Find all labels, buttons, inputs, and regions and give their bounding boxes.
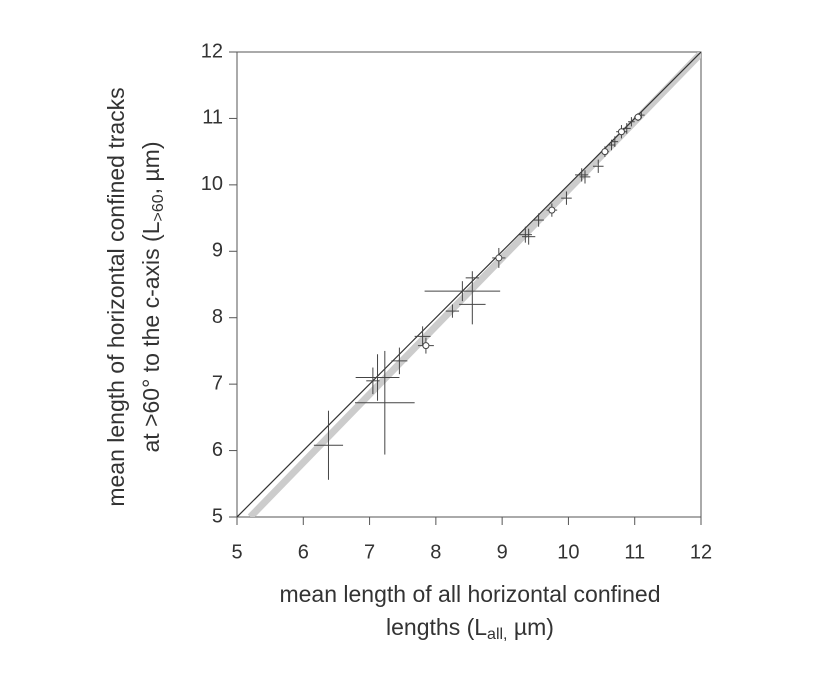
- y-tick-label: 12: [201, 40, 223, 62]
- point: [422, 342, 430, 350]
- x-tick-label: 12: [690, 541, 712, 563]
- point: [634, 113, 642, 121]
- x-axis-label: lengths (Lall, µm): [386, 614, 554, 643]
- x-axis-label-part: lengths (L: [386, 614, 487, 640]
- y-axis-label-part: at >60° to the c-axis (L: [138, 221, 164, 452]
- plot-area: [229, 51, 702, 525]
- y-axis-label-sub: >60: [150, 194, 167, 221]
- y-tick-label: 8: [212, 306, 223, 328]
- x-tick-label: 9: [497, 541, 508, 563]
- x-tick-label: 10: [557, 541, 579, 563]
- y-tick-label: 11: [202, 107, 223, 129]
- y-tick-label: 5: [212, 505, 223, 527]
- y-tick-label: 7: [212, 372, 223, 394]
- y-tick-label: 9: [212, 240, 223, 262]
- point: [617, 128, 625, 136]
- x-axis-label-sub: all,: [487, 626, 507, 643]
- y-axis-label: at >60° to the c-axis (L>60, µm): [138, 141, 167, 452]
- x-tick-label: 5: [231, 541, 242, 563]
- y-tick-label: 6: [212, 439, 223, 461]
- x-axis-label: mean length of all horizontal confined: [279, 581, 660, 607]
- x-tick-label: 7: [364, 541, 375, 563]
- point: [495, 254, 503, 262]
- x-tick-label: 6: [298, 541, 309, 563]
- y-axis-label: mean length of horizontal confined track…: [103, 87, 129, 506]
- x-axis-label-part: µm): [508, 614, 554, 640]
- x-tick-label: 11: [624, 541, 645, 563]
- y-axis-label-part: , µm): [138, 141, 164, 194]
- point: [548, 206, 556, 214]
- y-tick-label: 10: [201, 173, 223, 195]
- plot-frame: [236, 51, 702, 518]
- point: [601, 148, 609, 156]
- x-tick-label: 8: [430, 541, 441, 563]
- reference-line: [247, 52, 701, 517]
